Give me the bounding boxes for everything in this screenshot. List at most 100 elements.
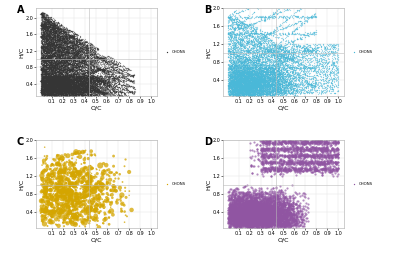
Point <box>260 214 267 218</box>
Point <box>46 83 52 87</box>
Point <box>263 83 270 87</box>
Point <box>276 216 282 221</box>
Point <box>242 222 248 226</box>
Point <box>46 82 52 86</box>
Point <box>58 56 64 60</box>
Point <box>237 73 244 78</box>
Point <box>252 91 258 95</box>
Point <box>55 74 61 78</box>
Point <box>103 85 110 89</box>
Point <box>56 88 63 92</box>
Point <box>248 80 254 84</box>
Point <box>70 75 77 79</box>
Point <box>44 29 50 33</box>
Point <box>50 43 57 47</box>
Point <box>301 65 308 69</box>
Point <box>52 68 59 72</box>
Point <box>47 55 53 59</box>
Point <box>58 91 64 95</box>
Point <box>256 83 262 87</box>
Point <box>91 65 97 69</box>
Point <box>247 61 254 65</box>
Point <box>86 85 92 90</box>
Point <box>62 75 69 79</box>
Point <box>94 89 100 93</box>
Point <box>226 89 232 93</box>
Point <box>249 218 255 222</box>
Point <box>235 69 241 73</box>
Point <box>59 78 65 82</box>
Point <box>76 92 82 97</box>
Point <box>240 204 247 208</box>
Point <box>40 92 47 96</box>
Point <box>258 209 264 213</box>
Point <box>265 91 272 95</box>
Point <box>98 89 105 94</box>
Point <box>300 217 307 221</box>
Point <box>235 79 242 83</box>
Point <box>64 59 70 63</box>
Point <box>269 196 275 200</box>
Point <box>86 81 92 85</box>
Point <box>241 94 247 98</box>
Point <box>82 148 89 152</box>
Point <box>225 84 232 88</box>
Point <box>261 219 267 223</box>
Point <box>73 85 80 89</box>
Point <box>278 61 285 65</box>
Point <box>60 78 66 82</box>
Point <box>58 52 64 57</box>
Point <box>227 26 233 30</box>
Point <box>303 56 310 60</box>
Point <box>285 50 291 54</box>
Point <box>90 50 97 54</box>
Point <box>261 50 267 54</box>
Point <box>244 209 250 213</box>
Point <box>313 152 320 156</box>
Point <box>252 79 258 84</box>
Point <box>40 68 47 72</box>
Point <box>260 59 266 63</box>
Point <box>290 47 297 52</box>
Point <box>290 50 296 54</box>
Point <box>266 200 272 204</box>
Point <box>236 27 242 31</box>
Point <box>265 32 272 36</box>
Point <box>247 66 253 70</box>
Point <box>82 185 88 190</box>
Point <box>38 84 45 88</box>
Point <box>260 87 267 91</box>
Point <box>84 73 91 78</box>
Point <box>112 84 118 88</box>
Point <box>113 89 119 93</box>
Point <box>234 75 240 79</box>
Point <box>284 222 290 226</box>
Point <box>304 18 310 22</box>
Point <box>86 69 93 73</box>
Point <box>115 90 121 94</box>
Point <box>55 66 62 70</box>
Point <box>81 50 87 54</box>
Point <box>229 58 235 62</box>
Point <box>277 87 283 91</box>
Point <box>234 82 241 86</box>
Point <box>72 44 78 48</box>
Point <box>246 216 252 220</box>
Point <box>248 195 254 199</box>
Point <box>258 74 264 78</box>
Point <box>240 93 246 97</box>
Point <box>114 64 120 69</box>
Point <box>330 61 336 66</box>
Point <box>47 55 54 59</box>
Point <box>49 32 56 37</box>
Point <box>39 88 46 92</box>
Point <box>268 197 274 201</box>
Point <box>61 40 68 44</box>
Point <box>57 82 63 86</box>
Point <box>250 78 256 82</box>
Point <box>241 203 248 208</box>
Point <box>48 69 55 73</box>
Point <box>230 79 236 84</box>
Point <box>244 84 250 88</box>
Point <box>42 84 49 88</box>
